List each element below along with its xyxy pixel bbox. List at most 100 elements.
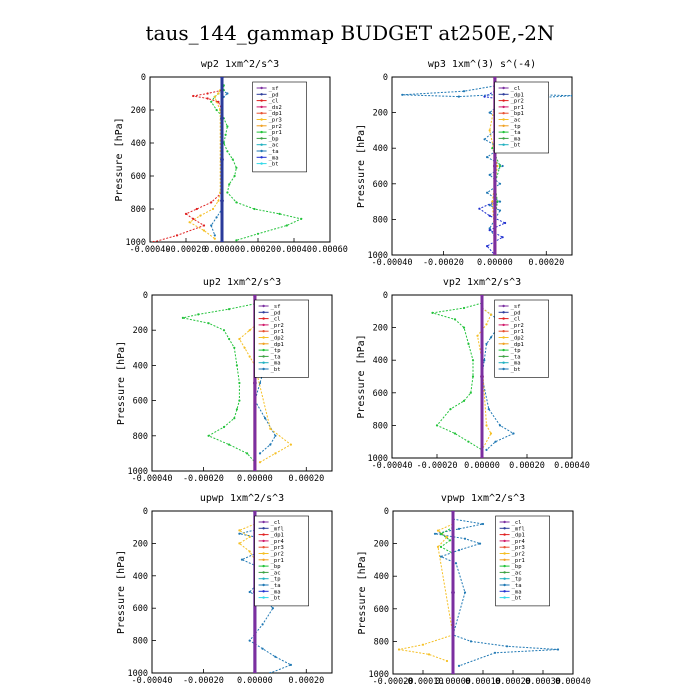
figure-title: taus_144_gammap BUDGET at250E,-2N	[146, 21, 555, 45]
legend-marker	[260, 137, 263, 140]
legend-label: _pr2	[511, 323, 524, 329]
y-tick-label: 0	[384, 507, 389, 517]
legend-marker	[502, 143, 505, 146]
legend-marker	[503, 596, 506, 599]
data-point	[202, 224, 206, 227]
legend-marker	[502, 93, 505, 96]
legend-label: _pr2	[271, 552, 284, 558]
data-point	[248, 329, 251, 332]
data-point	[207, 434, 210, 437]
data-point	[570, 94, 572, 97]
series-line-dp2	[432, 302, 483, 451]
data-point	[445, 659, 449, 663]
legend-marker	[262, 539, 265, 543]
legend-label: _tp	[271, 348, 281, 354]
legend-marker	[503, 583, 506, 587]
plot-frame	[391, 76, 573, 256]
y-tick-label: 200	[133, 326, 148, 336]
data-point	[501, 236, 504, 239]
data-point	[210, 201, 213, 204]
data-point	[467, 440, 470, 443]
data-point	[248, 535, 251, 539]
legend-marker	[262, 564, 265, 568]
data-point	[261, 623, 264, 626]
data-point	[483, 138, 486, 141]
x-tick-label: -0.00020	[183, 474, 224, 484]
series-line-pr2	[398, 523, 454, 662]
legend-marker	[502, 361, 505, 364]
data-point	[220, 199, 224, 203]
x-tick-label: -0.00020	[417, 461, 458, 471]
legend-label: _pr1	[511, 105, 524, 111]
legend-label: _ta	[511, 354, 521, 360]
data-point	[556, 648, 560, 651]
data-point	[467, 342, 470, 345]
legend-marker	[502, 304, 505, 308]
legend-label: _pr2	[271, 323, 284, 329]
data-point	[427, 653, 431, 656]
data-point	[421, 643, 425, 646]
y-tick-label: 1000	[126, 238, 146, 248]
data-point	[462, 90, 466, 93]
legend-label: _bt	[511, 367, 521, 373]
y-axis-label: Pressure [hPa]	[357, 550, 368, 634]
data-point	[258, 452, 262, 455]
data-point	[217, 100, 220, 103]
data-point	[485, 342, 488, 345]
series-line-cl	[153, 89, 223, 242]
x-tick-label: 0.00020	[509, 461, 545, 471]
data-point	[228, 308, 231, 311]
data-point	[486, 191, 489, 194]
data-point	[485, 323, 488, 326]
y-tick-label: 400	[133, 361, 148, 371]
data-point	[478, 542, 482, 545]
legend-label: _pd	[269, 92, 279, 98]
legend-label: _ta	[271, 354, 281, 360]
data-point	[462, 306, 466, 310]
y-tick-label: 0	[383, 73, 388, 83]
y-tick-label: 600	[133, 397, 148, 407]
legend-marker	[262, 590, 265, 593]
data-point	[457, 95, 460, 98]
legend-marker	[262, 596, 265, 599]
legend-marker	[260, 162, 263, 165]
data-point	[256, 232, 260, 235]
data-point	[226, 92, 229, 95]
legend-label: _bt	[271, 596, 281, 602]
panels: wp2 1xm^2/s^3 Pressure [hPa] 0 200 400 600 800…	[114, 59, 591, 687]
legend-label: _pr3	[512, 545, 525, 551]
data-point	[220, 240, 224, 242]
legend-label: _sf	[271, 304, 281, 310]
data-point	[493, 164, 497, 168]
data-point	[488, 227, 491, 230]
legend-marker	[260, 112, 263, 115]
data-point	[451, 511, 455, 513]
data-point	[199, 214, 202, 217]
legend-label: _bp	[271, 564, 281, 570]
data-point	[238, 532, 241, 535]
legend-marker	[262, 571, 265, 574]
data-point	[463, 537, 467, 540]
data-point	[217, 199, 220, 202]
data-point	[271, 607, 274, 610]
y-tick-label: 0	[383, 291, 388, 301]
legend-label: _pr2	[269, 124, 282, 130]
legend-label: _ta	[271, 583, 281, 589]
data-point	[202, 229, 206, 232]
x-tick-label: 0.00000	[464, 461, 500, 471]
legend-marker	[260, 93, 263, 96]
y-axis-label: Pressure [hPa]	[356, 124, 367, 208]
data-point	[494, 440, 497, 443]
legend-marker	[502, 317, 505, 320]
data-point	[228, 337, 231, 341]
legend-marker	[502, 323, 505, 327]
data-point	[476, 334, 479, 337]
data-point	[274, 452, 277, 455]
data-point	[486, 156, 489, 159]
series-line-dp2	[182, 303, 256, 463]
legend-label: _ma	[511, 136, 521, 142]
y-axis-label: Pressure [hPa]	[116, 341, 127, 425]
y-tick-label: 800	[373, 421, 388, 431]
y-tick-label: 600	[373, 180, 388, 190]
data-point	[215, 216, 218, 219]
